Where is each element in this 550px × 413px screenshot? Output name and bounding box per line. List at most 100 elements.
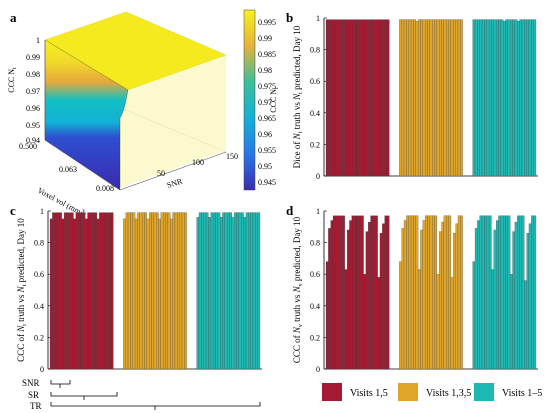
z-tick-label: 0.94: [26, 136, 40, 145]
bar: [73, 218, 76, 370]
y-tick-label: 0.4: [34, 302, 44, 311]
bar: [500, 19, 504, 177]
bar: [517, 215, 520, 370]
y-tick-label: 150: [226, 152, 238, 161]
bar: [351, 215, 355, 370]
colorbar: [243, 9, 256, 191]
bar: [401, 228, 405, 370]
bar: [417, 269, 421, 370]
bar: [427, 19, 430, 177]
bar: [365, 19, 369, 177]
colorbar-tick-label: 0.945: [258, 178, 276, 187]
panel-label-d: d: [286, 203, 294, 218]
bar: [370, 215, 374, 370]
bar: [479, 19, 483, 177]
bar: [82, 212, 86, 370]
bar: [227, 212, 230, 370]
bar: [453, 232, 456, 370]
bar: [325, 19, 329, 177]
y-tick-label: 1: [316, 207, 320, 216]
bar: [432, 19, 435, 177]
y-tick-label: 100: [192, 158, 204, 167]
bar: [399, 261, 402, 370]
bar: [80, 212, 83, 370]
bar: [495, 220, 499, 370]
bar: [75, 212, 79, 370]
bar: [500, 215, 504, 370]
z-tick-label: 0.97: [26, 87, 40, 96]
bar: [49, 218, 53, 370]
bar: [85, 218, 88, 370]
bar: [368, 221, 371, 370]
bar: [486, 215, 490, 370]
bar: [528, 223, 532, 370]
bar: [477, 220, 480, 370]
bar: [344, 19, 348, 177]
y-axis-title-part: truth vs: [16, 292, 26, 324]
panel-label-b: b: [286, 10, 293, 25]
bar: [344, 269, 348, 370]
colorbar-tick-label: 0.99: [258, 34, 272, 43]
bar: [78, 212, 81, 370]
bar: [351, 19, 355, 177]
bar: [325, 261, 329, 370]
bar: [505, 215, 508, 370]
bar: [401, 19, 405, 177]
bar: [361, 19, 364, 177]
surface-axes: [44, 40, 227, 191]
bar: [141, 212, 145, 370]
bar: [531, 19, 534, 177]
legend-swatch-visits-1-5-all: [474, 383, 494, 401]
bar: [203, 212, 207, 370]
bar: [370, 19, 374, 177]
bar: [406, 19, 409, 177]
bar: [54, 212, 58, 370]
bar: [382, 223, 385, 370]
bar: [399, 19, 402, 177]
bar: [386, 215, 390, 370]
y-axis-title-part: t: [298, 92, 304, 94]
bar: [514, 19, 518, 177]
colorbar-tick-label: 0.985: [258, 50, 276, 59]
bar: [457, 19, 461, 177]
bar: [450, 277, 454, 370]
bar: [368, 19, 371, 177]
sr-bracket-label: SR: [28, 390, 39, 400]
bar: [436, 19, 440, 177]
bar: [330, 19, 334, 177]
bar: [455, 223, 459, 370]
bar: [255, 212, 258, 370]
bar: [507, 19, 511, 177]
bar: [474, 19, 478, 177]
colorbar-tick-label: 0.965: [258, 114, 276, 123]
bar: [372, 19, 376, 177]
bar: [455, 19, 459, 177]
bar: [238, 212, 242, 370]
surface-side: [120, 55, 226, 188]
bar: [219, 217, 223, 370]
bar: [531, 215, 534, 370]
bar: [346, 229, 350, 370]
y-axis-title-part: CCC of: [292, 333, 302, 363]
bar: [491, 19, 494, 177]
bar: [450, 19, 454, 177]
bar: [165, 212, 169, 370]
bar: [349, 19, 352, 177]
bar: [372, 215, 376, 370]
bar: [422, 19, 426, 177]
colorbar-title: CCC Nt: [269, 87, 280, 113]
bar: [354, 19, 357, 177]
z-tick-label: 0.99: [26, 53, 40, 62]
bar: [415, 21, 419, 177]
panel-label-c: c: [10, 203, 16, 218]
tr-bracket: [50, 402, 261, 407]
bar: [346, 19, 350, 177]
y-tick-label: 0: [40, 365, 44, 374]
panel-label-a: a: [10, 10, 17, 25]
parameter-brackets: [50, 380, 261, 410]
bar: [342, 19, 345, 177]
bar: [439, 19, 442, 177]
bar: [234, 212, 237, 370]
bar: [167, 212, 171, 370]
